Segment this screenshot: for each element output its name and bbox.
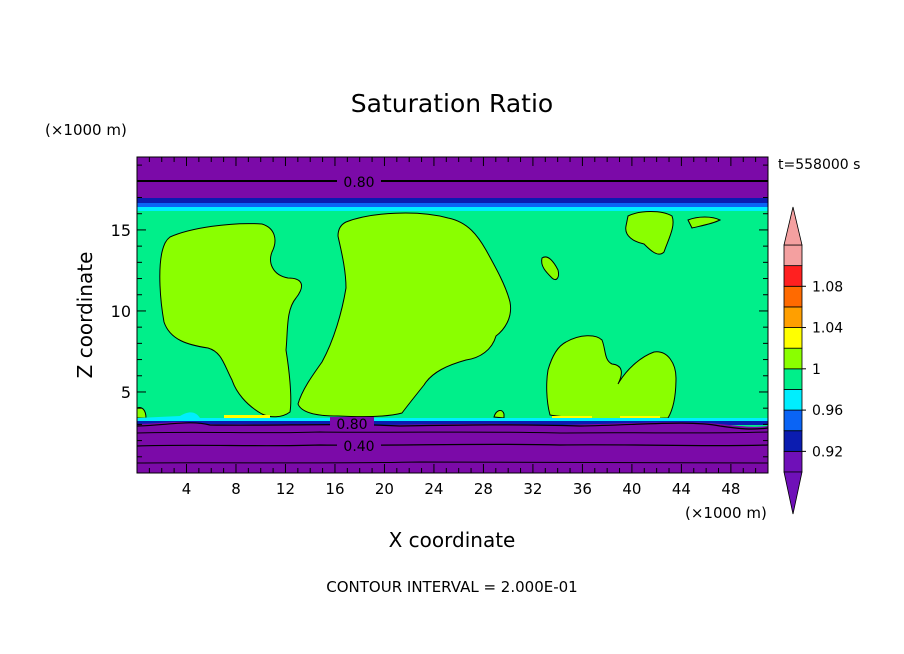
x-axis-label: X coordinate xyxy=(389,528,516,552)
colorbar-label: 1 xyxy=(812,362,821,378)
contour-label: 0.80 xyxy=(343,175,374,191)
y-unit-label: (×1000 m) xyxy=(45,121,127,139)
footer-text: CONTOUR INTERVAL = 2.000E-01 xyxy=(326,578,577,596)
cloud-region-7 xyxy=(493,409,505,419)
y-tick-label: 15 xyxy=(111,221,131,240)
colorbar-over-arrow xyxy=(783,206,803,246)
colorbar-segment xyxy=(783,327,803,349)
colorbar-under-arrow xyxy=(783,471,803,515)
plot-frame xyxy=(136,156,769,474)
time-label: t=558000 s xyxy=(778,157,860,173)
colorbar-segment xyxy=(783,285,803,308)
colorbar-segment xyxy=(783,265,803,287)
colorbar-segment xyxy=(783,347,803,370)
colorbar-label: 1.04 xyxy=(812,321,843,337)
x-tick-label: 24 xyxy=(424,480,443,498)
cloud-region-4 xyxy=(625,211,674,255)
colorbar-segment xyxy=(783,306,803,328)
cloud-region-5 xyxy=(541,256,559,281)
cloud-region-2 xyxy=(297,212,512,418)
cloud-region-6 xyxy=(687,216,722,229)
contour-label: 0.40 xyxy=(343,439,374,455)
x-unit-label: (×1000 m) xyxy=(685,504,767,522)
colorbar-label: 1.08 xyxy=(812,279,843,295)
cloud-region-1 xyxy=(159,223,303,418)
colorbar-label: 0.92 xyxy=(812,444,843,460)
colorbar-segment xyxy=(783,244,803,267)
colorbar-segment xyxy=(783,450,803,473)
contour-label: 0.80 xyxy=(336,417,367,433)
x-tick-label: 20 xyxy=(375,480,394,498)
bottom-dry-band xyxy=(137,421,768,473)
colorbar-segment xyxy=(783,430,803,452)
x-tick-label: 36 xyxy=(573,480,592,498)
x-axis: 4 8 12 16 20 24 28 32 36 40 44 48 xyxy=(136,157,769,498)
x-tick-label: 48 xyxy=(721,480,740,498)
y-axis-label: Z coordinate xyxy=(73,252,97,379)
x-tick-label: 16 xyxy=(325,480,344,498)
y-axis: 5 10 15 xyxy=(111,164,768,458)
x-tick-label: 28 xyxy=(474,480,493,498)
y-tick-label: 5 xyxy=(121,383,131,402)
lower-transition xyxy=(137,412,768,422)
x-tick-label: 40 xyxy=(622,480,641,498)
colorbar-segment xyxy=(783,409,803,432)
x-tick-label: 12 xyxy=(276,480,295,498)
x-tick-label: 8 xyxy=(231,480,241,498)
colorbar-label: 0.96 xyxy=(812,403,843,419)
plot-area xyxy=(137,157,768,473)
colorbar-segment xyxy=(783,389,803,411)
colorbar-segment xyxy=(783,368,803,390)
chart-title: Saturation Ratio xyxy=(351,89,553,118)
x-tick-label: 32 xyxy=(523,480,542,498)
x-tick-label: 4 xyxy=(182,480,192,498)
cloud-region-3 xyxy=(546,335,677,420)
y-tick-label: 10 xyxy=(111,302,131,321)
x-tick-label: 44 xyxy=(672,480,691,498)
colorbar: 0.92 0.96 1 1.04 1.08 xyxy=(783,206,843,515)
